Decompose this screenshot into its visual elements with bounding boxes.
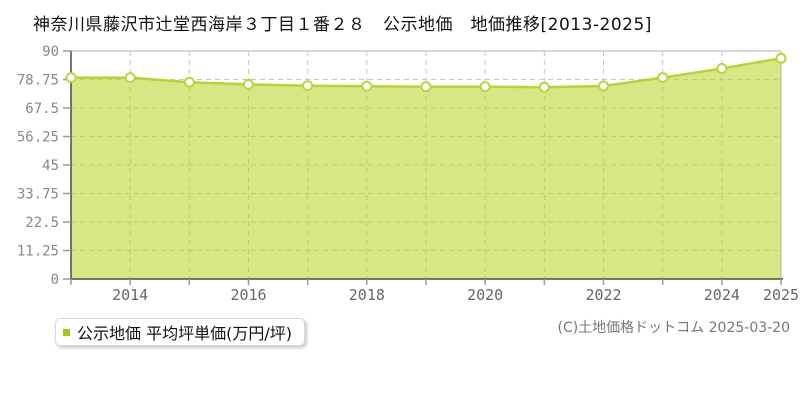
y-tick-label: 11.25 — [17, 244, 59, 260]
x-tick-label: 2022 — [585, 286, 621, 304]
data-point-2019[interactable] — [420, 81, 432, 93]
legend-series-label: 公示地価 平均坪単価(万円/坪) — [77, 324, 292, 343]
y-tick-label: 22.5 — [25, 215, 59, 231]
x-tick-label: 2018 — [349, 286, 385, 304]
data-point-2013[interactable] — [65, 72, 77, 84]
y-tick-label: 45 — [42, 158, 59, 174]
y-tick-label: 33.75 — [17, 187, 59, 203]
data-point-2016[interactable] — [243, 78, 254, 90]
copyright-text: (C)土地価格ドットコム 2025-03-20 — [557, 320, 790, 336]
x-tick-label: 2020 — [467, 286, 503, 304]
y-tick-label: 78.75 — [17, 73, 59, 89]
x-tick-label: 2025 — [763, 286, 799, 304]
data-point-2021[interactable] — [538, 81, 550, 93]
data-point-2024[interactable] — [716, 63, 728, 74]
data-point-2022[interactable] — [598, 80, 609, 92]
y-tick-label: 90 — [42, 44, 59, 60]
data-point-2018[interactable] — [361, 80, 373, 92]
data-point-2017[interactable] — [302, 80, 314, 92]
data-point-2015[interactable] — [183, 76, 195, 88]
area-fill — [71, 58, 781, 279]
data-point-2020[interactable] — [479, 81, 491, 93]
x-tick-label: 2024 — [704, 286, 740, 304]
y-tick-label: 56.25 — [17, 130, 59, 146]
y-tick-label: 0 — [51, 272, 59, 288]
legend-series-marker-icon — [63, 328, 70, 336]
data-point-2023[interactable] — [657, 72, 669, 84]
price-chart[interactable]: 0 11.25 22.5 33.75 45 56.25 67.5 78.75 90 2014 201… — [0, 0, 800, 310]
x-tick-label: 2014 — [112, 286, 148, 304]
data-point-2025[interactable] — [775, 52, 787, 64]
data-point-2014[interactable] — [124, 72, 136, 84]
page-title: 神奈川県藤沢市辻堂西海岸３丁目１番２８ 公示地価 地価推移[2013-2025] — [33, 15, 652, 35]
legend-box: 公示地価 平均坪単価(万円/坪) — [55, 318, 305, 346]
x-tick-label: 2016 — [230, 286, 266, 304]
y-tick-label: 67.5 — [25, 101, 59, 117]
